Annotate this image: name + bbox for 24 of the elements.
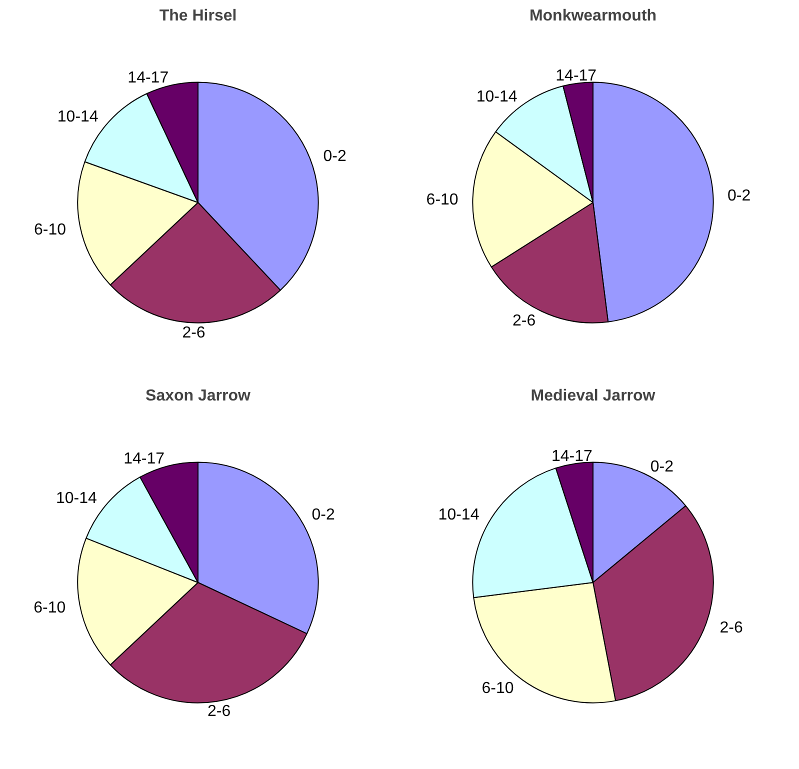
slice-label: 2-6: [208, 703, 231, 720]
slice-label: 2-6: [182, 324, 206, 342]
chart-title: Medieval Jarrow: [530, 388, 656, 404]
slice-label: 10-14: [57, 108, 98, 126]
slice-label: 6-10: [34, 600, 66, 617]
slice-label: 14-17: [556, 67, 597, 84]
slice-label: 14-17: [551, 448, 592, 465]
slice-label: 2-6: [720, 619, 744, 636]
slice-label: 14-17: [124, 450, 165, 468]
slice-label: 10-14: [476, 88, 518, 106]
slice-label: 0-2: [312, 506, 335, 524]
chart-title: Saxon Jarrow: [146, 388, 252, 404]
slice-label: 10-14: [438, 506, 480, 524]
slice-label: 6-10: [34, 222, 66, 239]
slice-label: 6-10: [426, 191, 458, 208]
slice-label: 14-17: [128, 69, 169, 86]
chart-title: Monkwearmouth: [529, 8, 657, 24]
slice-label: 6-10: [482, 680, 514, 698]
slice-label: 2-6: [512, 312, 536, 330]
slice-label: 0-2: [727, 187, 751, 204]
slice-label: 0-2: [650, 458, 674, 476]
chart-title: The Hirsel: [159, 8, 237, 24]
slice-label: 10-14: [56, 490, 98, 508]
slice-label: 0-2: [323, 148, 347, 165]
